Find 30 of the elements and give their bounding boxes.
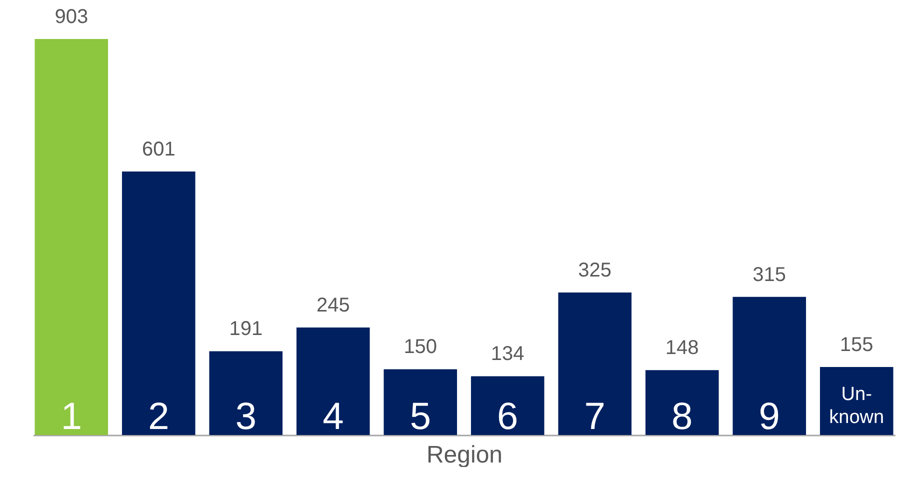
data-label: 191 [229,318,263,340]
data-label: 155 [840,334,874,356]
x-tick-label: 6 [497,396,518,438]
bar [558,292,632,435]
data-label: 150 [404,336,438,358]
bar [384,369,458,435]
x-tick-label: 4 [322,396,344,438]
bar [296,328,370,435]
x-tick-label: 1 [60,396,82,438]
data-label: 325 [578,259,612,282]
x-tick-label: 2 [148,396,170,438]
bar [732,296,806,435]
x-tick-label: Un-known [829,384,884,428]
x-tick-label: 9 [758,396,780,438]
data-label: 148 [665,337,699,360]
x-tick-label: 7 [584,396,606,438]
bar [820,367,894,435]
data-label: 245 [316,294,350,317]
bar [209,351,283,435]
bar [470,376,544,435]
data-label: 315 [752,264,786,286]
data-label: 601 [142,138,176,160]
bar [645,370,719,435]
x-tick-label: 8 [672,396,693,438]
data-label: 903 [54,6,88,28]
data-label: 134 [490,343,524,366]
x-tick-label: 3 [235,396,256,438]
x-tick-label: 5 [410,396,431,438]
bar [34,39,108,435]
bar [122,171,196,435]
